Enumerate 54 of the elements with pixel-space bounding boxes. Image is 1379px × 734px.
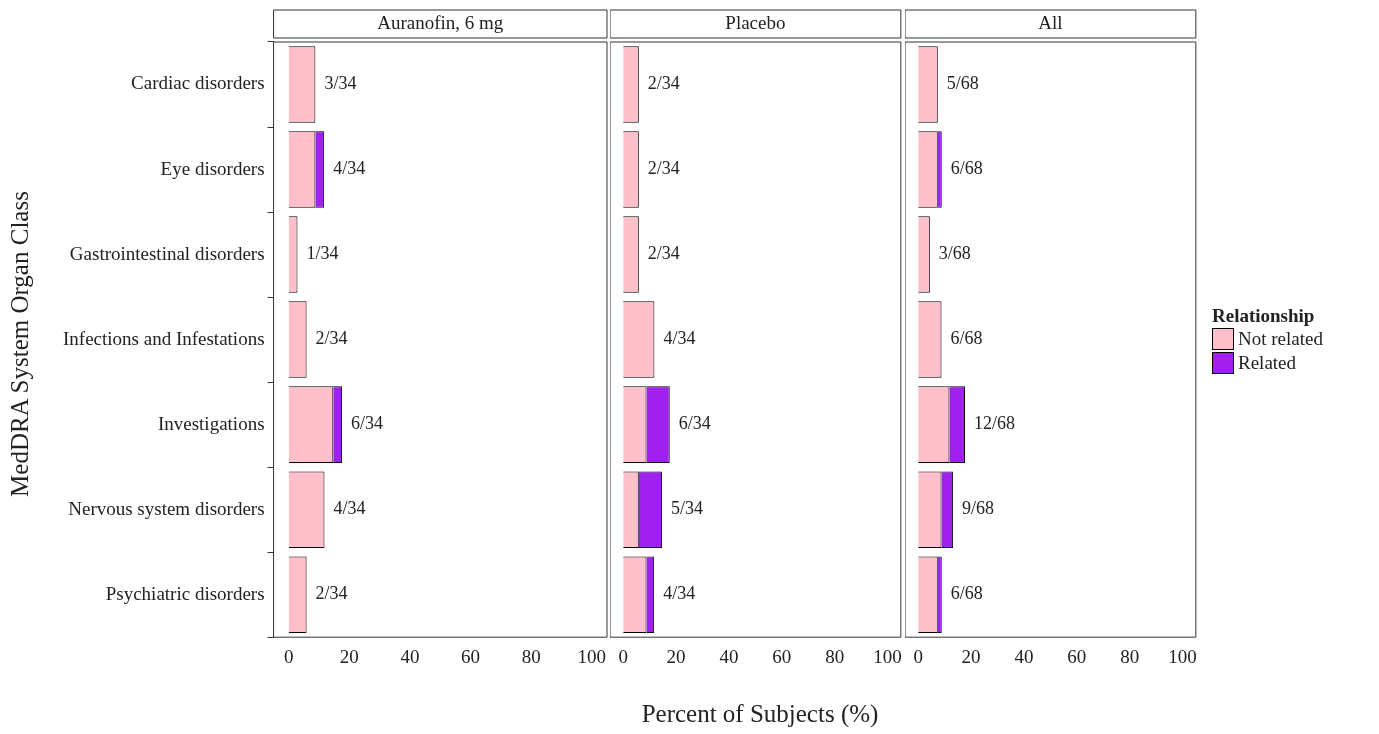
total-label: 6/68	[950, 328, 983, 349]
x-tick-label: 0	[913, 645, 923, 667]
x-tick-label: 60	[772, 645, 792, 667]
x-tick-label: 80	[1120, 645, 1140, 667]
x-tick-label: 40	[1014, 645, 1034, 667]
total-label: 2/34	[647, 158, 680, 179]
x-tick-label: 20	[339, 645, 359, 667]
total-label: 3/68	[938, 243, 971, 264]
x-tick-label: 0	[283, 645, 294, 667]
chart-title: All	[1038, 11, 1063, 33]
legend-title: Relationship	[1212, 305, 1316, 327]
total-label: 4/34	[663, 583, 696, 604]
x-tick-label: 80	[825, 645, 845, 667]
y-tick-label: Psychiatric disorders	[105, 582, 265, 604]
total-label: 9/68	[962, 498, 995, 519]
total-label: 1/34	[306, 243, 339, 264]
y-tick-label: Infections and Infestations	[62, 327, 265, 349]
x-tick-label: 60	[461, 645, 481, 667]
x-tick-label: 100	[1168, 645, 1197, 667]
total-label: 5/68	[946, 73, 979, 94]
y-axis-title: MedDRA System Organ Class	[6, 190, 34, 499]
total-label: 4/34	[333, 498, 366, 519]
total-label: 6/34	[678, 413, 711, 434]
total-label: 2/34	[315, 583, 348, 604]
total-label: 4/34	[663, 328, 696, 349]
total-label: 3/34	[324, 73, 357, 94]
y-tick-label: Nervous system disorders	[68, 497, 265, 519]
y-tick-label: Cardiac disorders	[131, 72, 265, 94]
total-label: 2/34	[315, 328, 348, 349]
total-label: 5/34	[671, 498, 704, 519]
total-label: 4/34	[333, 158, 366, 179]
x-tick-label: 20	[666, 645, 686, 667]
chart-title: Placebo	[725, 11, 786, 33]
x-tick-label: 0	[618, 645, 628, 667]
x-axis-title: Percent of Subjects (%)	[640, 700, 880, 728]
legend-label: Not related	[1238, 328, 1323, 350]
legend-label: Related	[1238, 352, 1297, 374]
y-tick-label: Gastrointestinal disorders	[69, 242, 265, 264]
total-label: 12/68	[974, 413, 1016, 434]
x-tick-label: 80	[521, 645, 541, 667]
x-tick-label: 20	[961, 645, 981, 667]
chart-title: Auranofin, 6 mg	[377, 11, 504, 33]
y-tick-label: Eye disorders	[160, 157, 265, 179]
total-label: 6/68	[950, 158, 983, 179]
x-tick-label: 100	[873, 645, 902, 667]
total-label: 2/34	[647, 243, 680, 264]
total-label: 2/34	[647, 73, 680, 94]
y-tick-label: Investigations	[157, 412, 265, 434]
total-label: 6/68	[950, 583, 983, 604]
x-tick-label: 100	[577, 645, 607, 667]
x-tick-label: 60	[1067, 645, 1087, 667]
total-label: 6/34	[351, 413, 384, 434]
x-tick-label: 40	[719, 645, 739, 667]
x-tick-label: 40	[400, 645, 420, 667]
